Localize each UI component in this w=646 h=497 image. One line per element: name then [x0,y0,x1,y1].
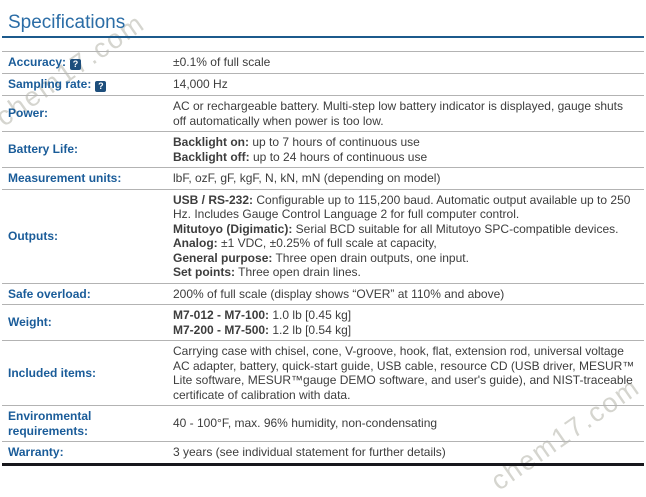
spec-label: Included items: [8,365,97,380]
spec-label: Safe overload: [8,286,91,301]
spec-table: Accuracy:? ±0.1% of full scale Sampling ra… [2,51,644,466]
spec-value-line: Set points: Three open drain lines. [173,265,361,279]
spec-value: 14,000 Hz [173,77,644,92]
spec-value-line: 200% of full scale (display shows “OVER”… [173,286,505,301]
spec-value-line: M7-012 - M7-100: 1.0 lb [0.45 kg] [173,308,352,322]
spec-value: lbF, ozF, gF, kgF, N, kN, mN (depending … [173,171,644,186]
spec-label: Sampling rate:? [2,77,173,92]
spec-label: Weight: [8,315,52,330]
spec-value: Backlight on: up to 7 hours of continuou… [173,135,644,164]
spec-value: 40 - 100°F, max. 96% humidity, non-conde… [173,416,644,431]
spec-row: Measurement units: lbF, ozF, gF, kgF, N, … [2,167,644,189]
spec-value: USB / RS-232: Configurable up to 115,200… [173,193,644,280]
spec-label: Power: [8,106,49,121]
spec-row: Battery Life: Backlight on: up to 7 hours… [2,131,644,167]
spec-value: 3 years (see individual statement for fu… [173,445,644,460]
spec-value: 200% of full scale (display shows “OVER”… [173,287,644,302]
spec-value-line: M7-200 - M7-500: 1.2 lb [0.54 kg] [173,322,352,337]
spec-value-line: lbF, ozF, gF, kgF, N, kN, mN (depending … [173,171,441,185]
help-icon[interactable]: ? [70,59,82,70]
spec-row: Environmental requirements: 40 - 100°F, m… [2,405,644,441]
spec-label: Measurement units: [8,171,122,185]
spec-label: Warranty: [8,445,64,459]
spec-value: AC or rechargeable battery. Multi-step l… [173,99,644,128]
spec-value-line: 40 - 100°F, max. 96% humidity, non-conde… [173,416,438,431]
spec-label: Environmental requirements: [8,409,92,438]
spec-value-line: AC or rechargeable battery. Multi-step l… [173,99,624,128]
page-title: Specifications [8,12,126,33]
spec-row: Included items: Carrying case with chisel… [2,340,644,405]
help-icon[interactable]: ? [95,81,107,92]
title-rule [2,36,644,38]
spec-value-line: Carrying case with chisel, cone, V-groov… [173,344,635,402]
spec-row: Power: AC or rechargeable battery. Multi-… [2,95,644,131]
spec-value-line: Backlight off: up to 24 hours of continu… [173,149,428,164]
spec-value-line: Mitutoyo (Digimatic): Serial BCD suitabl… [173,221,619,236]
spec-label: Accuracy:? [2,55,173,70]
spec-value-line: Backlight on: up to 7 hours of continuou… [173,135,420,149]
spec-row: Accuracy:? ±0.1% of full scale [2,51,644,73]
spec-value: Carrying case with chisel, cone, V-groov… [173,344,644,402]
spec-value-line: Analog: ±1 VDC, ±0.25% of full scale at … [173,236,437,250]
specifications-page: Specifications Accuracy:? ±0.1% of full s… [2,0,644,466]
spec-value-line: 3 years (see individual statement for fu… [173,445,446,459]
spec-value: ±0.1% of full scale [173,55,644,70]
spec-value-line: USB / RS-232: Configurable up to 115,200… [173,192,631,222]
spec-value-line: 14,000 Hz [173,77,228,92]
spec-row: Warranty: 3 years (see individual stateme… [2,441,644,466]
spec-label: Outputs: [8,228,58,243]
spec-row: Weight: M7-012 - M7-100: 1.0 lb [0.45 kg]… [2,304,644,340]
spec-row: Safe overload: 200% of full scale (displa… [2,282,644,305]
spec-label: Battery Life: [8,142,79,157]
spec-value-line: ±0.1% of full scale [173,55,271,70]
spec-row: Sampling rate:? 14,000 Hz [2,73,644,95]
spec-row: Outputs: USB / RS-232: Configurable up to… [2,188,644,283]
spec-value-line: General purpose: Three open drain output… [173,250,469,265]
spec-value: M7-012 - M7-100: 1.0 lb [0.45 kg] M7-200 … [173,308,644,337]
